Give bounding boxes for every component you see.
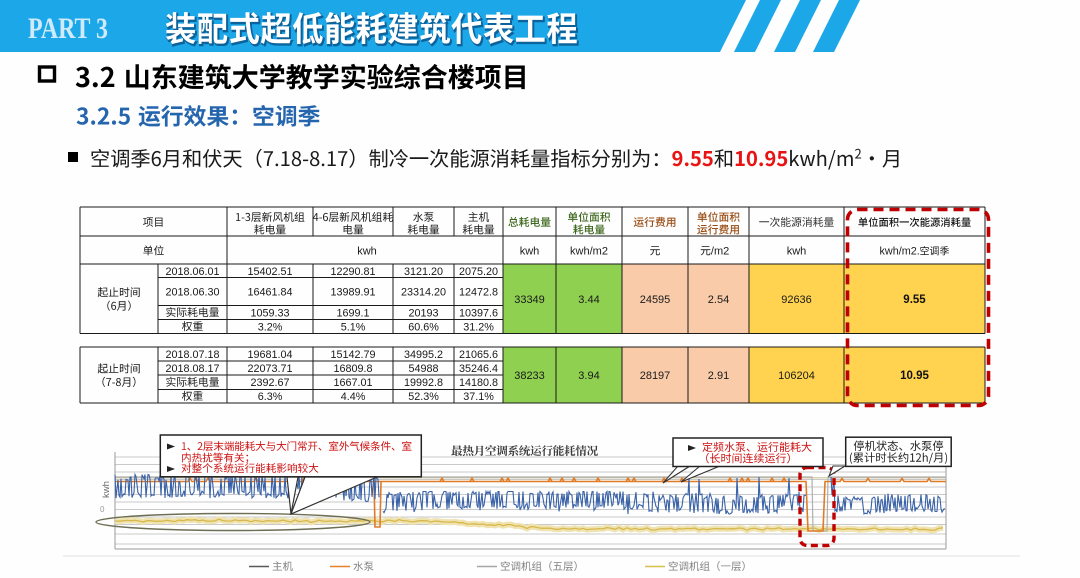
svg-text:4.4%: 4.4% [341,391,366,403]
svg-text:2018.07.18: 2018.07.18 [165,349,219,361]
svg-text:3121.20: 3121.20 [404,266,443,278]
svg-text:34995.2: 34995.2 [404,349,443,361]
svg-text:22073.71: 22073.71 [247,363,292,375]
svg-text:5.1%: 5.1% [341,322,366,334]
svg-text:16809.8: 16809.8 [333,363,372,375]
svg-text:10.95: 10.95 [900,370,929,382]
svg-text:35246.4: 35246.4 [459,363,498,375]
svg-text:19992.8: 19992.8 [404,377,443,389]
svg-text:106204: 106204 [778,370,815,382]
svg-text:kwh: kwh [520,246,540,258]
svg-text:1699.1: 1699.1 [336,308,369,320]
svg-text:6.3%: 6.3% [258,391,283,403]
svg-text:1667.01: 1667.01 [333,377,372,389]
svg-text:2018.06.01: 2018.06.01 [165,266,219,278]
svg-text:15142.79: 15142.79 [330,349,375,361]
svg-text:kwh/m2.: kwh/m2. [880,246,920,258]
svg-text:15402.51: 15402.51 [247,266,292,278]
svg-text:54988: 54988 [408,363,438,375]
svg-text:12472.8: 12472.8 [459,287,498,299]
svg-text:3.94: 3.94 [578,370,599,382]
svg-text:2075.20: 2075.20 [459,266,498,278]
svg-text:1059.33: 1059.33 [250,308,289,320]
svg-text:kwh/m2: kwh/m2 [570,246,608,258]
svg-text:23314.20: 23314.20 [401,287,446,299]
svg-text:12290.81: 12290.81 [330,266,375,278]
svg-text:16461.84: 16461.84 [247,287,292,299]
svg-text:24595: 24595 [640,294,671,306]
svg-text:14180.8: 14180.8 [459,377,498,389]
svg-text:33349: 33349 [514,294,545,306]
svg-text:kwh: kwh [357,246,377,258]
svg-text:31.2%: 31.2% [463,322,494,334]
svg-text:2.54: 2.54 [708,294,729,306]
svg-text:92636: 92636 [781,294,812,306]
svg-text:20193: 20193 [408,308,438,320]
svg-text:0: 0 [100,505,105,514]
svg-text:10397.6: 10397.6 [459,308,498,320]
svg-text:/m2: /m2 [711,246,729,258]
svg-text:28197: 28197 [640,370,671,382]
svg-text:kwh: kwh [101,481,112,498]
svg-text:kwh: kwh [787,246,807,258]
svg-text:2392.67: 2392.67 [250,377,289,389]
svg-text:2018.06.30: 2018.06.30 [165,287,219,299]
svg-text:60.6%: 60.6% [408,322,439,334]
svg-text:52.3%: 52.3% [408,391,439,403]
svg-text:PART 3: PART 3 [28,12,108,45]
svg-text:37.1%: 37.1% [463,391,494,403]
svg-text:3.44: 3.44 [578,294,599,306]
svg-text:21065.6: 21065.6 [459,349,498,361]
svg-text:2018.08.17: 2018.08.17 [165,363,219,375]
svg-text:2.91: 2.91 [708,370,729,382]
svg-text:13989.91: 13989.91 [330,287,375,299]
svg-text:19681.04: 19681.04 [247,349,292,361]
svg-text:3.2%: 3.2% [258,322,283,334]
svg-text:38233: 38233 [514,370,545,382]
svg-text:9.55: 9.55 [903,294,926,306]
